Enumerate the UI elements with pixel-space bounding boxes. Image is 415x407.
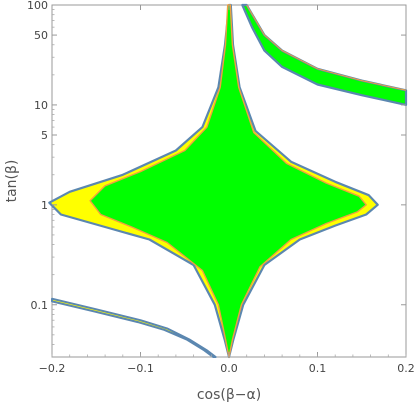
lower-left-band-region [51, 297, 217, 358]
x-tick-label: 0.1 [309, 362, 327, 375]
y-tick-label: 0.1 [31, 299, 49, 312]
central-inner-region [89, 4, 367, 358]
y-tick-label: 10 [34, 99, 48, 112]
x-tick-label: −0.1 [127, 362, 154, 375]
x-tick-label: −0.2 [39, 362, 66, 375]
y-tick-label: 1 [41, 199, 48, 212]
upper-right-band-region [241, 3, 408, 107]
upper-right-band-inner-edge [246, 4, 407, 91]
y-axis-label: tan(β) [4, 160, 20, 203]
y-tick-label: 100 [27, 0, 48, 12]
regions-layer [48, 3, 408, 359]
x-axis-label: cos(β−α) [197, 387, 261, 403]
x-tick-label: 0.0 [220, 362, 238, 375]
ticks-layer: −0.2 −0.1 0.0 0.1 0.2 0.1 1 5 10 50 100 [27, 0, 415, 375]
x-tick-label: 0.2 [397, 362, 415, 375]
y-tick-label: 50 [34, 29, 48, 42]
y-tick-label: 5 [41, 129, 48, 142]
